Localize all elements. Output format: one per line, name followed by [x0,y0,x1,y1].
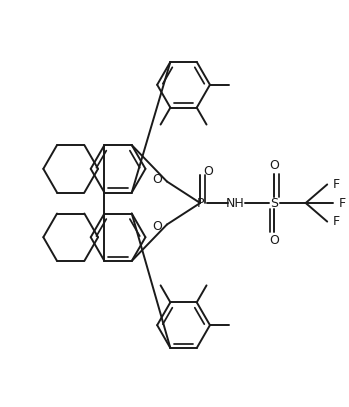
Text: O: O [269,160,280,173]
Text: O: O [152,220,162,233]
Text: O: O [152,173,162,186]
Text: O: O [203,165,213,178]
Text: NH: NH [226,197,245,210]
Text: O: O [269,234,280,247]
Text: F: F [333,215,340,228]
Text: S: S [270,197,279,210]
Text: F: F [339,197,346,210]
Text: P: P [196,197,204,210]
Text: F: F [333,178,340,191]
